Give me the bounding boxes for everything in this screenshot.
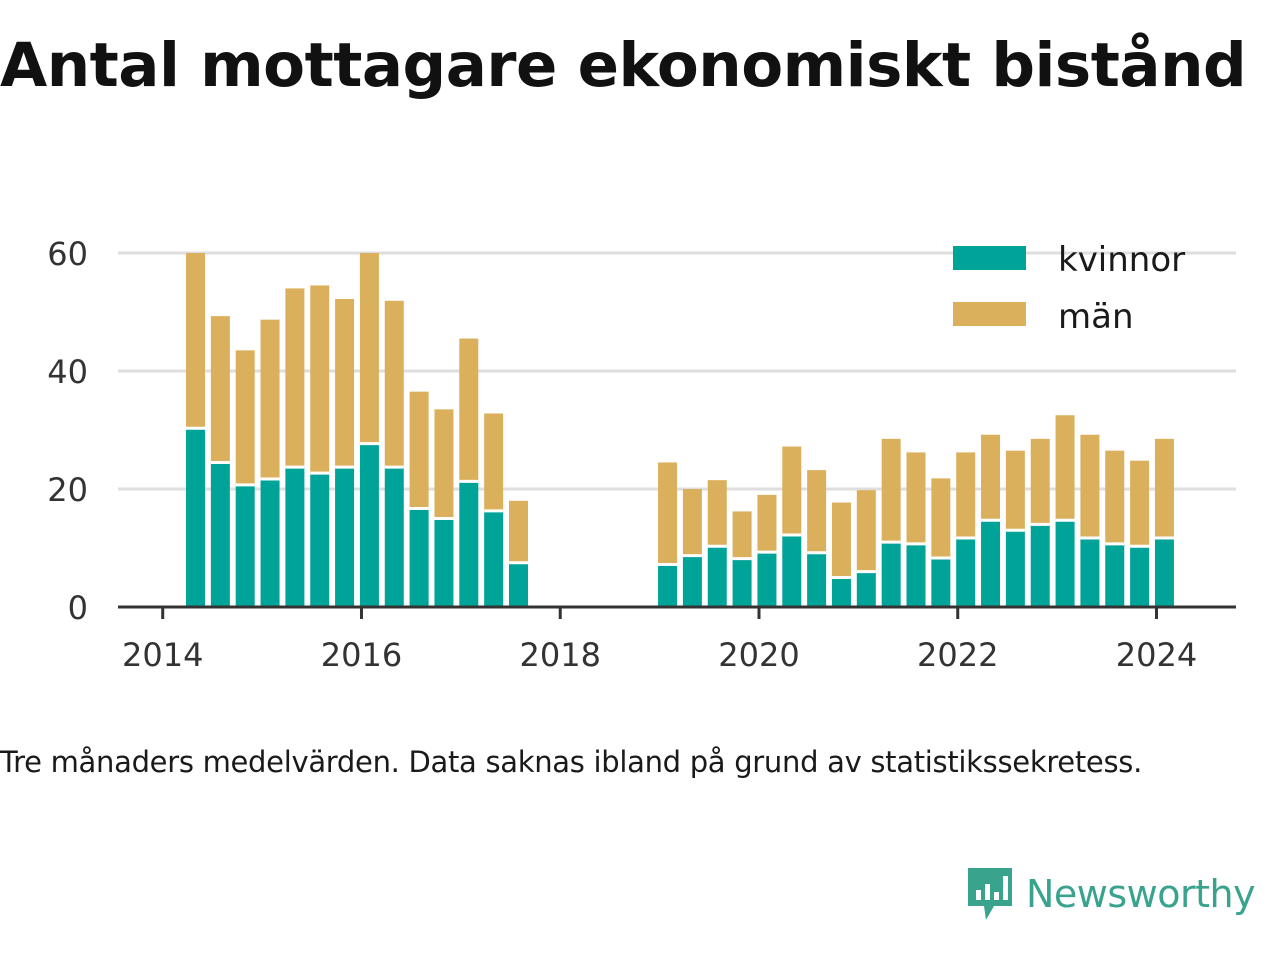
bar-man	[285, 288, 305, 468]
y-tick-label: 60	[47, 235, 88, 273]
chart-title: Antal mottagare ekonomiskt bistånd	[0, 30, 1247, 101]
y-tick-label: 0	[68, 589, 88, 627]
bar-kvinnor	[1080, 537, 1100, 607]
brand-logo: Newsworthy	[964, 864, 1256, 924]
bar-kvinnor	[658, 564, 678, 607]
bar-kvinnor	[732, 558, 752, 607]
legend: kvinnor män	[953, 240, 1185, 337]
bar-kvinnor	[931, 558, 951, 607]
bar-kvinnor	[1105, 543, 1125, 607]
bar-kvinnor	[210, 462, 230, 607]
bar-kvinnor	[384, 467, 404, 607]
bar-man	[782, 446, 802, 536]
bar-kvinnor	[260, 478, 280, 607]
bar-kvinnor	[285, 467, 305, 607]
bar-man	[210, 316, 230, 463]
bars	[186, 253, 1174, 607]
bar-kvinnor	[906, 543, 926, 607]
bar-kvinnor	[956, 537, 976, 607]
bar-kvinnor	[409, 508, 429, 607]
bar-kvinnor	[335, 467, 355, 607]
bar-kvinnor	[1030, 524, 1050, 607]
bar-man	[409, 391, 429, 509]
x-tick-label: 2020	[718, 636, 799, 674]
bar-kvinnor	[235, 484, 255, 607]
bar-man	[335, 299, 355, 468]
bar-man	[757, 494, 777, 553]
bar-kvinnor	[807, 552, 827, 607]
bar-kvinnor	[782, 535, 802, 607]
bar-kvinnor	[757, 552, 777, 607]
bar-man	[310, 285, 330, 474]
x-tick-label: 2024	[1116, 636, 1197, 674]
bar-man	[1005, 450, 1025, 531]
bar-kvinnor	[682, 555, 702, 607]
legend-label-man: män	[1058, 297, 1134, 337]
bar-man	[1030, 438, 1050, 525]
bar-man	[508, 500, 528, 563]
newsworthy-logo-icon	[968, 868, 1012, 920]
legend-swatch-kvinnor	[953, 246, 1026, 270]
y-tick-label: 20	[47, 471, 88, 509]
bar-man	[384, 300, 404, 468]
axis-ticks: 0 20 40 60 2014 2016 2018 2020 2022 2024	[47, 235, 1197, 674]
bar-man	[856, 490, 876, 572]
x-tick-label: 2014	[122, 636, 203, 674]
bar-kvinnor	[881, 542, 901, 607]
bar-man	[881, 438, 901, 543]
bar-man	[906, 452, 926, 544]
bar-kvinnor	[434, 518, 454, 607]
bar-man	[658, 462, 678, 565]
x-tick-label: 2018	[520, 636, 601, 674]
bar-kvinnor	[1055, 520, 1075, 607]
bar-kvinnor	[1130, 546, 1150, 607]
bar-kvinnor	[310, 473, 330, 607]
bar-man	[956, 452, 976, 538]
bar-man	[682, 489, 702, 556]
bar-man	[1080, 434, 1100, 538]
bar-man	[260, 319, 280, 479]
bar-kvinnor	[1005, 530, 1025, 607]
bar-kvinnor	[856, 571, 876, 607]
x-tick-label: 2016	[321, 636, 402, 674]
bar-man	[807, 470, 827, 553]
bar-man	[707, 480, 727, 547]
bar-man	[1105, 450, 1125, 544]
bar-kvinnor	[484, 510, 504, 607]
chart-caption: Tre månaders medelvärden. Data saknas ib…	[0, 745, 1142, 779]
bar-kvinnor	[508, 562, 528, 607]
bar-man	[981, 434, 1001, 521]
bar-man	[359, 253, 379, 444]
bar-man	[1055, 415, 1075, 521]
y-tick-label: 40	[47, 353, 88, 391]
bar-man	[1130, 460, 1150, 547]
bar-kvinnor	[831, 577, 851, 607]
bar-man	[931, 478, 951, 559]
bar-man	[1154, 438, 1174, 538]
bar-kvinnor	[359, 443, 379, 607]
bar-man	[484, 413, 504, 511]
bar-man	[732, 511, 752, 559]
bar-kvinnor	[459, 481, 479, 607]
stacked-bar-chart: 0 20 40 60 2014 2016 2018 2020 2022 2024 kvinnor …	[47, 235, 1236, 674]
bar-man	[235, 350, 255, 485]
bar-man	[434, 409, 454, 519]
bar-man	[459, 338, 479, 482]
bar-kvinnor	[707, 546, 727, 607]
bar-man	[831, 502, 851, 578]
legend-swatch-man	[953, 302, 1026, 326]
bar-kvinnor	[186, 428, 206, 607]
x-tick-label: 2022	[917, 636, 998, 674]
bar-kvinnor	[1154, 537, 1174, 607]
brand-name: Newsworthy	[1026, 872, 1256, 916]
bar-man	[186, 253, 206, 429]
bar-kvinnor	[981, 520, 1001, 607]
legend-label-kvinnor: kvinnor	[1058, 240, 1185, 280]
